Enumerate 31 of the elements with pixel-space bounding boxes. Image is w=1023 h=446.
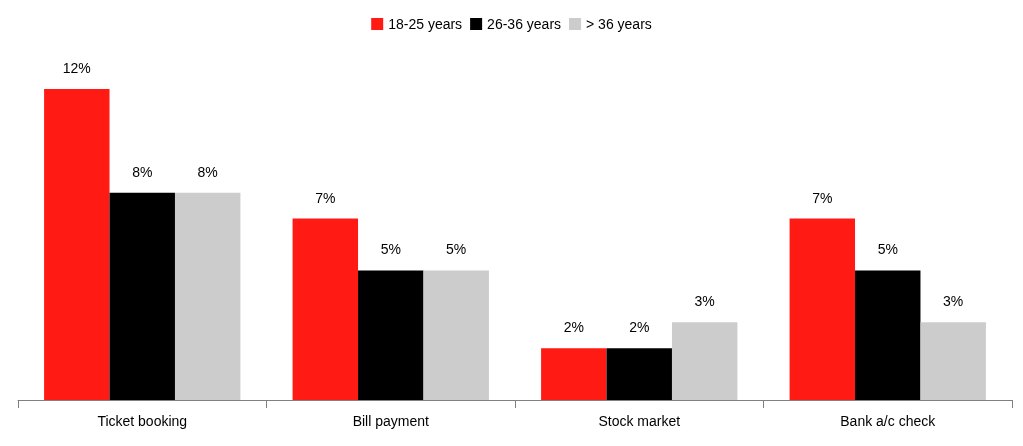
data-label: 5%	[446, 241, 467, 258]
bar	[109, 192, 175, 400]
x-tick-label: Bill payment	[352, 413, 429, 429]
bar	[292, 218, 359, 400]
legend-label: 18-25 years	[388, 16, 463, 32]
data-label: 12%	[62, 60, 91, 76]
legend-label: > 36 years	[586, 16, 652, 32]
x-tick-label: Bank a/c check	[840, 413, 937, 429]
data-label: 8%	[132, 163, 153, 180]
bar	[671, 322, 738, 400]
data-label: 2%	[563, 319, 584, 336]
data-label: 3%	[694, 293, 715, 310]
legend-label: 26-36 years	[487, 16, 562, 32]
bar	[423, 270, 489, 400]
bar	[541, 348, 607, 400]
bar	[855, 270, 921, 400]
bar	[789, 218, 856, 400]
data-label: 3%	[943, 293, 964, 310]
bar	[358, 270, 424, 400]
data-label: 8%	[197, 163, 218, 180]
data-label: 7%	[812, 189, 833, 206]
bar	[606, 348, 672, 400]
bar	[920, 322, 986, 400]
data-label: 7%	[315, 189, 336, 206]
x-tick-label: Stock market	[598, 413, 681, 429]
x-tick-label: Ticket booking	[97, 413, 188, 429]
bar	[174, 192, 241, 400]
data-label: 5%	[380, 241, 401, 258]
bar	[44, 89, 110, 400]
data-label: 2%	[629, 319, 650, 336]
data-label: 5%	[877, 241, 898, 258]
